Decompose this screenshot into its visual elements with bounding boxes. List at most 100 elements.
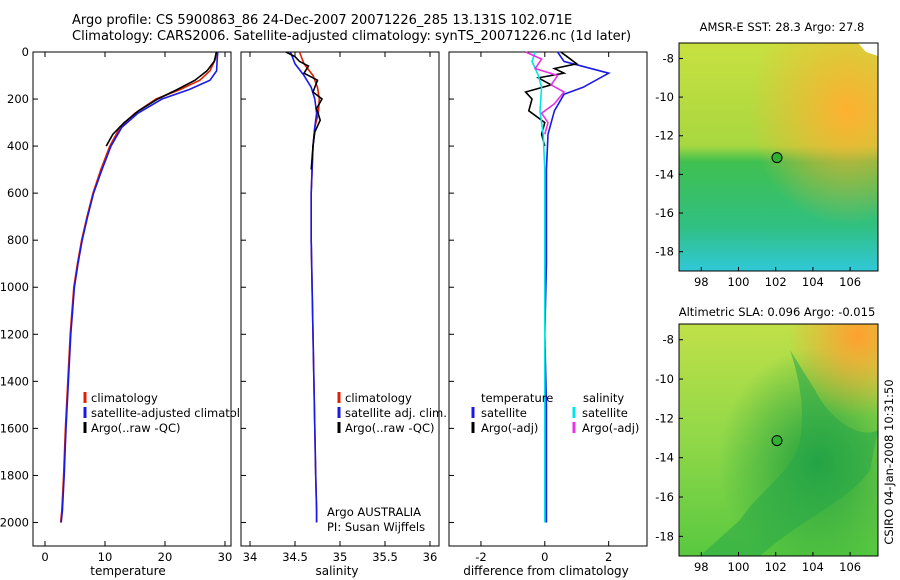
map-y-tick-label: -10 — [655, 372, 674, 386]
figure-title-line1: Argo profile: CS 5900863_86 24-Dec-2007 … — [72, 13, 572, 28]
series-line-temperature-satellite — [543, 51, 611, 523]
pi-annotation: PI: Susan Wijffels — [327, 520, 425, 534]
map-y-tick-label: -12 — [655, 129, 674, 143]
map-y-tick-label: -10 — [655, 90, 674, 104]
map-x-tick-label: 98 — [694, 560, 709, 574]
legend-label-temp-argo: Argo(-adj) — [481, 421, 538, 435]
map-x-tick-label: 106 — [839, 560, 861, 574]
legend-label-argo: Argo(..raw -QC) — [345, 421, 435, 435]
x-tick-label: 30 — [218, 550, 233, 564]
x-tick-label: 36 — [423, 550, 438, 564]
y-tick-label: 600 — [7, 186, 29, 200]
map-y-tick-label: -12 — [655, 411, 674, 425]
y-tick-label: 200 — [7, 92, 29, 106]
y-tick-label: 0 — [22, 45, 29, 59]
x-tick-label: 34.5 — [282, 550, 308, 564]
map-x-tick-label: 100 — [728, 275, 750, 289]
map-x-tick-label: 98 — [694, 275, 709, 289]
x-tick-label: 35.5 — [372, 550, 398, 564]
salinity-axis-label: salinity — [315, 564, 358, 578]
y-tick-label: 2000 — [0, 515, 29, 529]
map-x-tick-label: 102 — [765, 560, 787, 574]
sst-map-panel: AMSR-E SST: 28.3 Argo: 27.8 98 100 102 104 1… — [655, 20, 879, 289]
temperature-axis-label: temperature — [90, 564, 165, 578]
sla-map-axes: 98 100 102 104 106 -8 -10 -12 -14 -16 -18 — [655, 333, 861, 574]
institution-annotation: Argo AUSTRALIA — [327, 505, 421, 519]
y-tick-label: 1000 — [0, 280, 29, 294]
temperature-lines — [59, 51, 219, 523]
series-line-argo-raw-qc- — [105, 51, 218, 147]
map-x-tick-label: 106 — [839, 275, 861, 289]
series-line-salinity-satellite — [531, 51, 546, 523]
legend-label-climatology: climatology — [91, 391, 158, 405]
map-y-tick-label: -16 — [655, 490, 674, 504]
map-x-tick-label: 102 — [765, 275, 787, 289]
map-x-tick-label: 104 — [802, 560, 824, 574]
map-y-tick-label: -18 — [655, 529, 674, 543]
temperature-panel: 0 10 20 30 0 200 400 600 800 1000 1200 1400 1600 1800… — [0, 45, 261, 578]
legend-label-climatology: climatology — [345, 391, 412, 405]
salinity-legend: climatology satellite adj. clim. Argo(..… — [337, 391, 447, 435]
salinity-axes — [240, 51, 440, 547]
map-x-tick-label: 100 — [728, 560, 750, 574]
map-y-tick-label: -14 — [655, 451, 674, 465]
legend-label-sal-argo: Argo(-adj) — [582, 421, 639, 435]
legend-title-temperature: temperature — [481, 391, 553, 405]
x-tick-label: 10 — [98, 550, 113, 564]
y-tick-label: 400 — [7, 139, 29, 153]
difference-legend: temperature salinity satellite Argo(-adj… — [471, 391, 639, 435]
float-position-marker — [771, 435, 783, 447]
sla-map-panel: Altimetric SLA: 0.096 Argo: -0.015 98 100… — [655, 305, 879, 574]
sst-map-frame — [678, 42, 879, 272]
difference-panel: -2 0 2 difference from climatology tempera… — [448, 51, 648, 578]
salinity-lines — [285, 51, 324, 523]
salinity-x-axis: 34 34.5 35 35.5 36 — [241, 51, 438, 564]
map-y-tick-label: -16 — [655, 206, 674, 220]
salinity-panel: 34 34.5 35 35.5 36 salinity climatology sate… — [240, 51, 447, 578]
legend-label-temp-satellite: satellite — [481, 406, 527, 420]
legend-label-sal-satellite: satellite — [582, 406, 628, 420]
series-line-satellite-adj-clim- — [289, 51, 318, 523]
sst-map-title: AMSR-E SST: 28.3 Argo: 27.8 — [700, 20, 865, 34]
x-tick-label: 0 — [41, 550, 48, 564]
series-line-salinity-argo-adj- — [525, 51, 566, 135]
map-y-tick-label: -8 — [663, 51, 674, 65]
x-tick-label: 2 — [605, 550, 612, 564]
map-y-tick-label: -18 — [655, 245, 674, 259]
legend-label-argo: Argo(..raw -QC) — [91, 421, 181, 435]
sla-map-frame — [678, 323, 879, 557]
depth-axis: 0 10 20 30 0 200 400 600 800 1000 1200 1400 1600 1800… — [0, 45, 232, 564]
map-x-tick-label: 104 — [802, 275, 824, 289]
legend-label-satellite: satellite adj. clim. — [345, 406, 447, 420]
x-tick-label: 20 — [158, 550, 173, 564]
y-tick-label: 800 — [7, 233, 29, 247]
y-tick-label: 1600 — [0, 421, 29, 435]
series-line-argo-raw-qc- — [285, 51, 324, 170]
map-y-tick-label: -8 — [663, 333, 674, 347]
difference-x-axis: -2 0 2 — [449, 51, 612, 564]
csiro-timestamp: CSIRO 04-Jan-2008 10:31:50 — [882, 379, 896, 544]
temperature-x-axis — [44, 541, 226, 546]
y-tick-label: 1800 — [0, 468, 29, 482]
x-tick-label: 0 — [541, 550, 548, 564]
legend-title-salinity: salinity — [583, 391, 624, 405]
sst-land-patch — [858, 43, 878, 56]
y-tick-label: 1200 — [0, 327, 29, 341]
figure-title-line2: Climatology: CARS2006. Satellite-adjuste… — [72, 29, 631, 44]
x-tick-label: 34 — [243, 550, 258, 564]
difference-lines — [524, 51, 611, 523]
y-tick-label: 1400 — [0, 374, 29, 388]
temperature-axes — [32, 51, 232, 547]
sla-map-title: Altimetric SLA: 0.096 Argo: -0.015 — [679, 305, 876, 319]
difference-axis-label: difference from climatology — [463, 564, 629, 578]
sla-eddy-band — [700, 350, 878, 556]
temperature-legend: climatology satellite-adjusted climatolo… — [83, 391, 261, 435]
float-position-marker — [771, 152, 783, 164]
x-tick-label: 35 — [333, 550, 348, 564]
legend-label-satellite: satellite-adjusted climatology — [91, 406, 261, 420]
sst-map-axes: 98 100 102 104 106 -8 -10 -12 -14 -16 -18 — [655, 51, 861, 289]
series-line-satellite-adjusted-climatology — [60, 51, 219, 523]
difference-axes — [448, 51, 648, 547]
x-tick-label: -2 — [475, 550, 486, 564]
